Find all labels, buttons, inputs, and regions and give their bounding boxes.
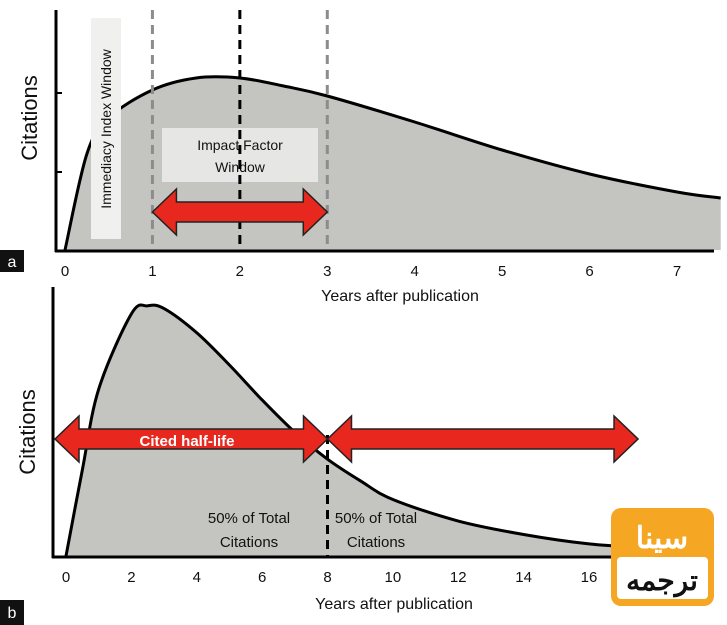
immediacy-window-label: Immediacy Index Window: [98, 48, 114, 208]
logo-line1: سينا: [636, 522, 688, 555]
panel-a-xtick-0: 0: [61, 263, 69, 280]
panel-b-area: [66, 304, 648, 556]
panel-b-xtick-14: 14: [515, 569, 532, 586]
immediacy-window-box: [91, 18, 121, 239]
left-note-line2: Citations: [220, 534, 278, 551]
panel-a-xlabel: Years after publication: [321, 288, 479, 305]
panel-a-tag-label: a: [8, 254, 17, 271]
panel-a-xtick-6: 6: [585, 263, 593, 280]
panel-b-xtick-8: 8: [323, 569, 331, 586]
logo-line2: ترجمه: [626, 565, 698, 598]
panel-b-xtick-2: 2: [127, 569, 135, 586]
panel-b-tag: [0, 600, 24, 625]
panel-b-xtick-10: 10: [385, 569, 402, 586]
panel-a: Immediacy Index Window Impact Factor Win…: [0, 10, 721, 305]
panel-b-xtick-16: 16: [581, 569, 598, 586]
panel-a-xtick-3: 3: [323, 263, 331, 280]
panel-b-xtick-0: 0: [62, 569, 70, 586]
panel-b-xlabel: Years after publication: [315, 596, 473, 613]
panel-b-xtick-6: 6: [258, 569, 266, 586]
logo-inner-panel: [617, 557, 708, 599]
panel-b-arrow-1: [326, 414, 640, 464]
panel-a-xtick-4: 4: [411, 263, 419, 280]
panel-a-arrow-0: [151, 187, 329, 237]
panel-a-xtick-7: 7: [673, 263, 681, 280]
panel-b-tag-label: b: [8, 605, 17, 622]
panel-b-xtick-4: 4: [193, 569, 201, 586]
sina-tarjomeh-logo: سينا ترجمه: [611, 508, 714, 606]
panel-a-xtick-1: 1: [148, 263, 156, 280]
panel-b-curve: [64, 303, 648, 557]
panel-a-xtick-2: 2: [236, 263, 244, 280]
panel-b-xtick-12: 12: [450, 569, 467, 586]
panel-b: Cited half-life 50% of Total Citations 5…: [0, 287, 714, 625]
panel-a-ylabel: Citations: [17, 75, 42, 161]
cited-half-life-label: Cited half-life: [139, 433, 234, 450]
panel-b-ylabel: Citations: [15, 389, 40, 475]
left-note-line1: 50% of Total: [208, 510, 290, 527]
right-note-line2: Citations: [347, 534, 405, 551]
panel-a-tag: [0, 250, 24, 272]
panel-a-xtick-5: 5: [498, 263, 506, 280]
right-note-line1: 50% of Total: [335, 510, 417, 527]
